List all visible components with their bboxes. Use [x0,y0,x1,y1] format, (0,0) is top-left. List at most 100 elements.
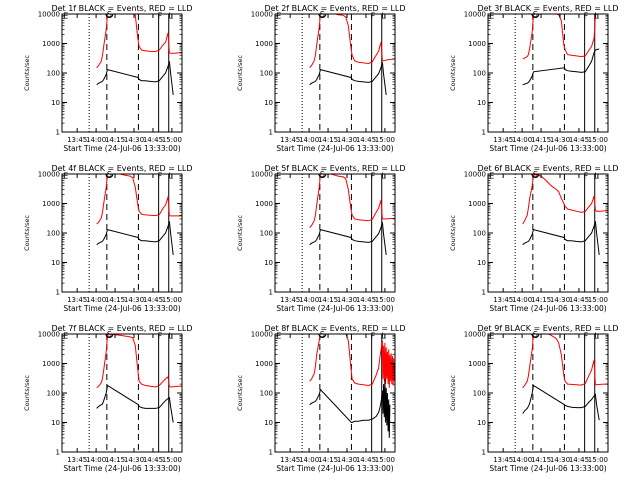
marker-label-l: L [594,171,599,180]
x-tick-label: 14:00 [512,456,532,464]
y-axis-label: Counts/sec [449,55,457,91]
x-axis-label: Start Time (24-Jul-06 13:33:00) [489,304,606,313]
y-tick-label: 10 [51,419,60,427]
marker-label-e: E [489,11,494,20]
y-tick-label: 1000 [255,200,273,208]
panel-title: Det 1f BLACK = Events, RED = LLD [51,4,192,13]
x-tick-label: 14:00 [512,136,532,144]
panel-title: Det 7f BLACK = Events, RED = LLD [51,324,192,333]
x-tick-label: 13:45 [280,136,300,144]
x-tick-label: 14:30 [337,456,357,464]
y-tick-label: 1 [482,449,486,457]
marker-circle [105,334,114,338]
y-tick-label: 1 [269,289,273,297]
series-lld [309,334,395,388]
y-tick-label: 1 [269,449,273,457]
x-tick-label: 14:00 [86,296,106,304]
y-tick-label: 10000 [38,11,60,19]
panel-title: Det 5f BLACK = Events, RED = LLD [264,164,405,173]
x-tick-label: 15:00 [162,456,182,464]
marker-label-l: L [381,331,386,340]
marker-circle [318,174,327,178]
x-axis-label: Start Time (24-Jul-06 13:33:00) [276,304,393,313]
series-events [96,61,174,96]
marker-label-f: F [158,11,163,20]
marker-circle [531,14,540,18]
x-axis-label: Start Time (24-Jul-06 13:33:00) [276,144,393,153]
y-tick-label: 1000 [42,200,60,208]
axes-frame [61,333,183,453]
marker-label-f: F [584,171,589,180]
x-tick-label: 13:45 [67,456,87,464]
panel-7: E S F L13:4514:0014:1514:3014:4515:00110100… [23,324,193,473]
panel-2: E S F L13:4514:0014:1514:3014:4515:00110100… [236,4,406,153]
y-axis-label: Counts/sec [449,375,457,411]
x-tick-label: 14:30 [124,136,144,144]
series-events [96,221,174,256]
y-tick-label: 100 [260,70,273,78]
marker-circle [531,334,540,338]
y-tick-label: 100 [260,230,273,238]
panel-5: E S F L13:4514:0014:1514:3014:4515:00110100… [236,164,406,313]
x-tick-label: 15:00 [588,136,608,144]
series-lld [309,174,395,229]
marker-label-f: F [371,331,376,340]
y-tick-label: 10 [477,99,486,107]
x-tick-label: 14:45 [143,296,163,304]
marker-label-e: E [489,331,494,340]
marker-label-e: E [489,171,494,180]
y-axis-label: Counts/sec [23,375,31,411]
y-tick-label: 10000 [464,171,486,179]
x-tick-label: 14:00 [299,456,319,464]
x-tick-label: 14:00 [86,136,106,144]
y-axis-label: Counts/sec [23,215,31,251]
marker-label-l: L [594,331,599,340]
y-tick-label: 1 [56,289,60,297]
x-tick-label: 14:00 [299,136,319,144]
series-events [522,384,600,421]
marker-label-e: E [276,331,281,340]
y-tick-label: 1000 [468,360,486,368]
marker-label-e: E [276,171,281,180]
marker-circle [318,334,327,338]
panel-title: Det 2f BLACK = Events, RED = LLD [264,4,405,13]
plot-area [514,174,608,292]
y-tick-label: 1 [56,129,60,137]
panel-title: Det 9f BLACK = Events, RED = LLD [477,324,618,333]
x-tick-label: 14:30 [550,296,570,304]
y-tick-label: 10 [264,99,273,107]
y-tick-label: 100 [473,230,486,238]
y-axis-label: Counts/sec [236,375,244,411]
x-tick-label: 14:00 [86,456,106,464]
series-lld [522,174,608,225]
x-tick-label: 14:30 [337,296,357,304]
x-tick-label: 15:00 [375,296,395,304]
plot-area [301,334,395,452]
marker-circle [105,174,114,178]
y-tick-label: 10000 [464,11,486,19]
y-tick-label: 1000 [255,40,273,48]
x-axis-label: Start Time (24-Jul-06 13:33:00) [63,464,180,473]
plot-area [301,14,395,132]
y-tick-label: 1 [482,129,486,137]
x-tick-label: 13:45 [493,136,513,144]
x-tick-label: 14:15 [105,296,125,304]
x-tick-label: 14:15 [318,296,338,304]
axes-frame [274,333,396,453]
x-tick-label: 14:00 [512,296,532,304]
panel-title: Det 4f BLACK = Events, RED = LLD [51,164,192,173]
y-tick-label: 1 [56,449,60,457]
y-axis-label: Counts/sec [236,215,244,251]
y-tick-label: 100 [47,390,60,398]
plot-area [301,174,395,292]
series-lld [522,334,608,389]
y-axis-label: Counts/sec [23,55,31,91]
y-tick-label: 10000 [251,171,273,179]
y-tick-label: 100 [473,390,486,398]
x-tick-label: 14:45 [143,456,163,464]
x-tick-label: 14:15 [531,456,551,464]
x-tick-label: 14:30 [124,296,144,304]
x-axis-label: Start Time (24-Jul-06 13:33:00) [276,464,393,473]
y-tick-label: 10000 [464,331,486,339]
y-tick-label: 10000 [251,11,273,19]
